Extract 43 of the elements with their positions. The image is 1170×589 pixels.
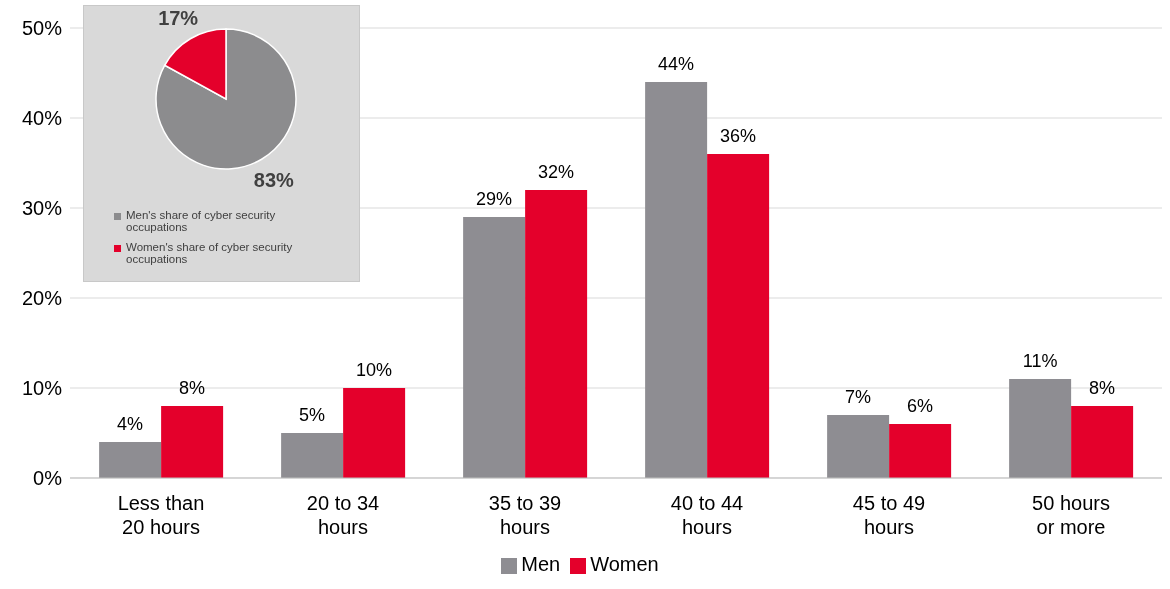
x-tick-label: 20 to 34 hours xyxy=(306,492,380,538)
data-label: 10% xyxy=(356,360,393,380)
bar xyxy=(525,190,588,478)
x-tick-label: 35 to 39 hours xyxy=(488,492,562,538)
bar xyxy=(827,415,890,478)
data-label: 44% xyxy=(658,54,695,74)
bar xyxy=(645,82,708,478)
bar xyxy=(99,442,162,478)
data-label: 29% xyxy=(476,189,513,209)
data-label: 83% xyxy=(253,168,295,191)
data-label: 7% xyxy=(845,387,872,407)
y-tick-label: 0% xyxy=(33,467,63,490)
data-label: 4% xyxy=(117,414,144,434)
data-label: 17% xyxy=(158,7,199,30)
y-tick-label: 30% xyxy=(21,197,63,220)
bar xyxy=(463,217,526,478)
y-tick-label: 20% xyxy=(21,287,63,310)
data-label: 6% xyxy=(907,396,934,416)
data-label: 8% xyxy=(179,378,206,398)
x-tick-label: Less than 20 hours xyxy=(117,492,205,538)
data-label: 11% xyxy=(1022,351,1058,371)
x-tick-label: 40 to 44 hours xyxy=(670,492,744,538)
bar xyxy=(161,406,224,478)
pie-slice xyxy=(155,28,297,170)
y-tick-label: 40% xyxy=(21,107,63,130)
data-label: 8% xyxy=(1089,378,1116,398)
bar xyxy=(889,424,952,478)
bar xyxy=(707,154,770,478)
legend-label: Men xyxy=(521,553,561,575)
data-label: 5% xyxy=(299,405,326,425)
y-tick-label: 50% xyxy=(21,17,63,40)
legend-label: Women's share of cyber security occupations xyxy=(126,241,294,265)
x-tick-label: 50 hours or more xyxy=(1032,492,1110,538)
y-tick-label: 10% xyxy=(21,377,63,400)
data-label: 36% xyxy=(720,126,757,146)
bar xyxy=(1071,406,1134,478)
bar xyxy=(343,388,406,478)
legend-label: Men's share of cyber security occupations xyxy=(126,209,277,233)
data-label: 32% xyxy=(538,162,575,182)
bar xyxy=(281,433,344,478)
bar xyxy=(1009,379,1072,478)
legend-label: Women xyxy=(590,553,659,575)
x-tick-label: 45 to 49 hours xyxy=(852,492,926,538)
